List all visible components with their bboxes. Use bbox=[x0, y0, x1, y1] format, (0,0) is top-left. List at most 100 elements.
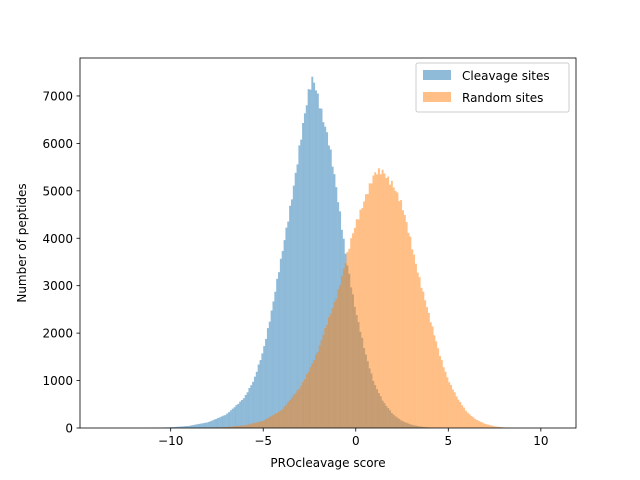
histogram-bar bbox=[298, 388, 301, 428]
histogram-bar bbox=[239, 425, 242, 428]
histogram-bar bbox=[272, 301, 275, 428]
histogram-bar bbox=[224, 427, 227, 428]
histogram-bar bbox=[294, 393, 297, 428]
histogram-bar bbox=[453, 392, 456, 428]
histogram-bar bbox=[346, 252, 349, 428]
histogram-bar bbox=[329, 314, 332, 428]
histogram-bar bbox=[494, 426, 497, 428]
histogram-bar bbox=[174, 426, 177, 428]
histogram-bar bbox=[353, 227, 356, 428]
histogram-bar bbox=[403, 214, 406, 428]
histogram-bar bbox=[396, 192, 399, 428]
histogram-bar bbox=[252, 381, 255, 428]
histogram-bar bbox=[302, 381, 304, 428]
legend-label-random-sites: Random sites bbox=[462, 91, 543, 105]
histogram-bar bbox=[464, 410, 467, 428]
histogram-bar bbox=[368, 183, 371, 428]
histogram-bar bbox=[292, 394, 295, 428]
histogram-bar bbox=[444, 371, 447, 428]
histogram-bar bbox=[281, 409, 284, 428]
histogram-bar bbox=[426, 307, 428, 428]
histogram-bar bbox=[324, 126, 327, 428]
histogram-bar bbox=[431, 326, 434, 428]
histogram-bar bbox=[265, 419, 267, 428]
histogram-bar bbox=[402, 210, 404, 428]
histogram-bar bbox=[224, 415, 227, 428]
histogram-bar bbox=[387, 176, 390, 428]
histogram-bar bbox=[290, 199, 293, 428]
histogram-bar bbox=[318, 108, 321, 428]
histogram-bar bbox=[398, 201, 401, 428]
histogram-bar bbox=[477, 420, 480, 428]
histogram-bar bbox=[340, 275, 343, 428]
histogram-bar bbox=[239, 401, 242, 428]
histogram-bar bbox=[215, 419, 217, 428]
histogram-bar bbox=[342, 268, 345, 428]
histogram-bar bbox=[228, 412, 230, 428]
histogram-bar bbox=[266, 328, 269, 428]
histogram-bar bbox=[389, 184, 391, 428]
histogram-bar bbox=[205, 422, 208, 428]
histogram-bar bbox=[274, 291, 277, 428]
histogram-bar bbox=[172, 427, 175, 428]
histogram-bar bbox=[207, 421, 210, 428]
histogram-bar bbox=[361, 208, 364, 428]
histogram-bar bbox=[407, 232, 410, 428]
histogram-bar bbox=[427, 313, 430, 428]
histogram-bar bbox=[242, 398, 245, 428]
histogram-bar bbox=[313, 82, 316, 429]
histogram-bar bbox=[470, 415, 473, 428]
histogram-bar bbox=[461, 405, 464, 428]
histogram-bar bbox=[281, 251, 284, 428]
histogram-bar bbox=[229, 426, 232, 428]
histogram-bar bbox=[452, 389, 454, 428]
histogram-bar bbox=[231, 408, 234, 428]
histogram-bar bbox=[285, 404, 288, 428]
histogram-bar bbox=[498, 426, 501, 428]
histogram-bar bbox=[283, 406, 286, 428]
y-tick-label: 5000 bbox=[42, 184, 73, 198]
histogram-bar bbox=[296, 390, 299, 428]
y-tick-label: 2000 bbox=[42, 327, 73, 341]
histogram-bar bbox=[279, 410, 282, 428]
histogram-bar bbox=[424, 300, 427, 428]
histogram-bar bbox=[437, 348, 440, 428]
histogram-bar bbox=[474, 418, 477, 428]
histogram-bar bbox=[316, 93, 319, 428]
histogram-bar bbox=[276, 413, 279, 428]
histogram-bar bbox=[237, 425, 240, 428]
histogram-bar bbox=[374, 172, 377, 428]
histogram-bar bbox=[229, 410, 232, 428]
histogram-bar bbox=[285, 227, 288, 428]
histogram-bar bbox=[435, 341, 438, 428]
histogram-bar bbox=[307, 371, 310, 428]
histogram-bar bbox=[241, 400, 243, 428]
histogram-bar bbox=[311, 363, 314, 428]
histogram-bar bbox=[248, 388, 251, 428]
histogram-bar bbox=[313, 359, 316, 428]
histogram-bar bbox=[259, 360, 262, 428]
histogram-bar bbox=[183, 426, 186, 428]
histogram-bar bbox=[270, 310, 273, 428]
histogram-bar bbox=[196, 424, 199, 428]
histogram-bar bbox=[333, 174, 336, 428]
histogram-bar bbox=[216, 417, 219, 428]
histogram-bars bbox=[113, 76, 521, 429]
histogram-bar bbox=[305, 105, 308, 428]
histogram-bar bbox=[390, 180, 393, 428]
histogram-series-1 bbox=[191, 168, 521, 429]
histogram-bar bbox=[500, 427, 503, 428]
legend: Cleavage sites Random sites bbox=[415, 62, 570, 113]
histogram-bar bbox=[337, 289, 340, 428]
x-tick-label: −10 bbox=[158, 434, 183, 448]
histogram-bar bbox=[222, 415, 225, 428]
histogram-bar bbox=[311, 76, 314, 429]
histogram-bar bbox=[479, 421, 482, 428]
histogram-bar bbox=[222, 427, 225, 428]
x-tick-label: −5 bbox=[254, 434, 272, 448]
histogram-bar bbox=[287, 221, 290, 428]
histogram-bar bbox=[194, 424, 197, 428]
histogram-bar bbox=[320, 340, 323, 428]
histogram-bar bbox=[309, 89, 312, 428]
